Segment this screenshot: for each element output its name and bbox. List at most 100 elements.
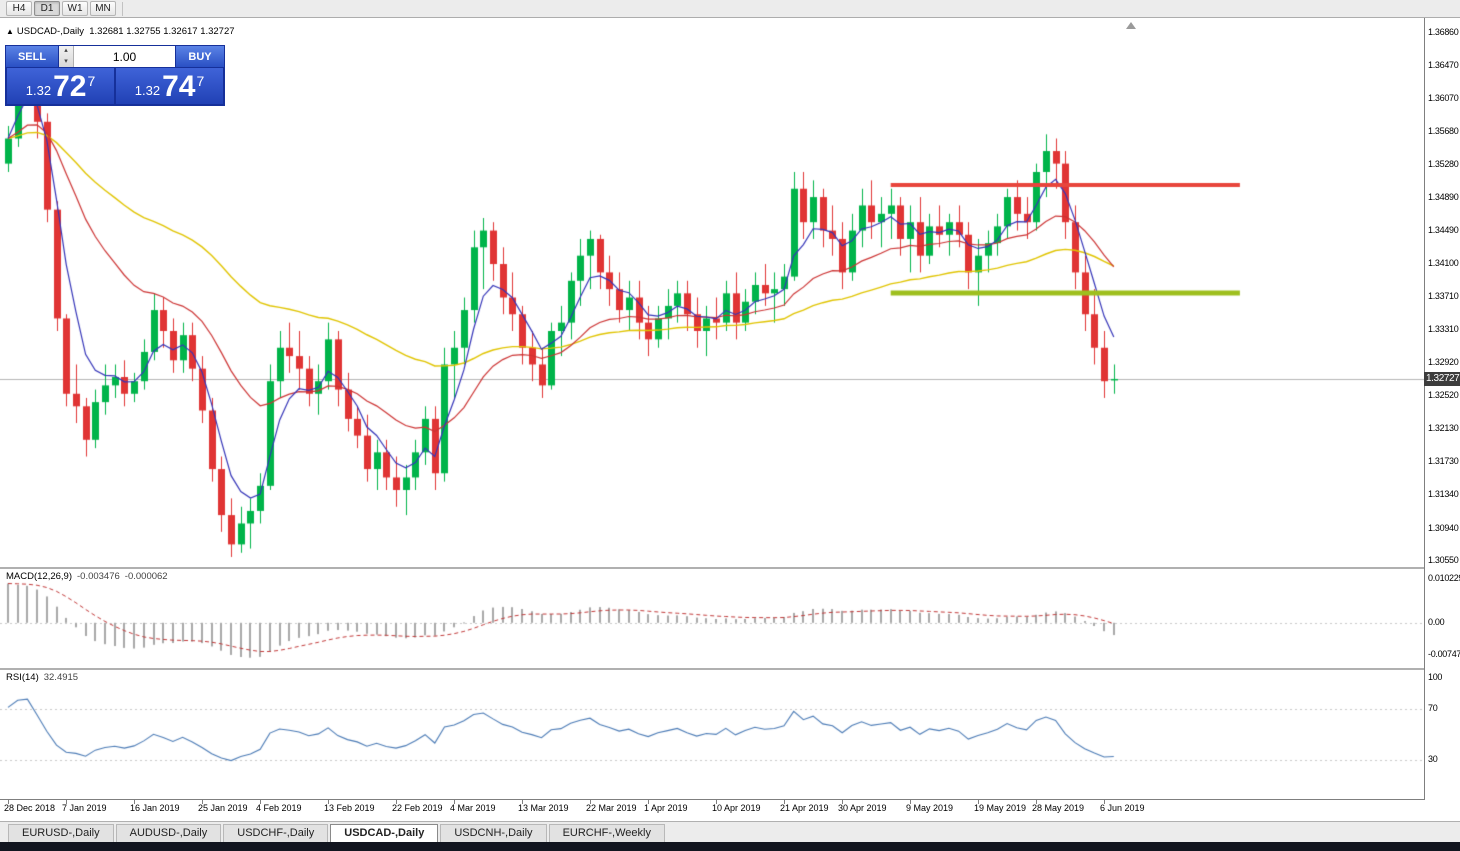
macd-name: MACD(12,26,9) bbox=[6, 571, 72, 582]
price-axis-label: 1.32920 bbox=[1428, 356, 1459, 367]
tab-audusd-daily[interactable]: AUDUSD-,Daily bbox=[115, 824, 222, 842]
buy-price-display[interactable]: 1.32 74 7 bbox=[116, 68, 223, 104]
price-axis-label: 1.36070 bbox=[1428, 93, 1459, 104]
date-axis-label: 13 Feb 2019 bbox=[324, 803, 375, 813]
price-axis-label: 1.35680 bbox=[1428, 125, 1459, 136]
date-axis-tick bbox=[784, 800, 785, 804]
date-axis-label: 21 Apr 2019 bbox=[780, 803, 829, 813]
price-axis[interactable]: 1.36860 1.36470 1.36070 1.35680 1.35280 1.348… bbox=[1424, 18, 1460, 800]
price-axis-label: 1.33710 bbox=[1428, 290, 1459, 301]
buy-price-point: 7 bbox=[196, 73, 205, 89]
timeframe-button-mn[interactable]: MN bbox=[90, 1, 116, 16]
timeframe-button-d1[interactable]: D1 bbox=[34, 1, 60, 16]
date-axis-label: 22 Mar 2019 bbox=[586, 803, 637, 813]
rsi-axis-label: 100 bbox=[1428, 672, 1443, 682]
volume-decrease-icon[interactable]: ▾ bbox=[64, 57, 68, 65]
date-axis-tick bbox=[134, 800, 135, 804]
date-axis-label: 1 Apr 2019 bbox=[644, 803, 688, 813]
price-axis-label: 1.30550 bbox=[1428, 555, 1459, 566]
date-axis-tick bbox=[648, 800, 649, 804]
price-axis-label: 1.35280 bbox=[1428, 159, 1459, 170]
date-axis-tick bbox=[396, 800, 397, 804]
date-axis-label: 16 Jan 2019 bbox=[130, 803, 180, 813]
date-axis[interactable]: 28 Dec 2018 7 Jan 2019 16 Jan 2019 25 Jan 2… bbox=[0, 800, 1460, 821]
macd-axis-label: 0.00 bbox=[1428, 616, 1445, 627]
date-axis-tick bbox=[842, 800, 843, 804]
date-axis-label: 4 Mar 2019 bbox=[450, 803, 496, 813]
chart-ohlc-values: 1.32681 1.32755 1.32617 1.32727 bbox=[89, 26, 235, 37]
timeframe-toolbar: H4 D1 W1 MN bbox=[0, 0, 1460, 18]
macd-axis-label: -0.00747 bbox=[1428, 648, 1460, 659]
date-axis-tick bbox=[260, 800, 261, 804]
sell-button[interactable]: SELL bbox=[6, 46, 59, 67]
macd-signal-value: -0.000062 bbox=[124, 571, 168, 582]
panel-splitter-macd[interactable] bbox=[0, 567, 1460, 569]
price-axis-label: 1.34100 bbox=[1428, 258, 1459, 269]
taskbar-strip bbox=[0, 842, 1460, 851]
tab-usdchf-daily[interactable]: USDCHF-,Daily bbox=[223, 824, 329, 842]
tab-usdcad-daily[interactable]: USDCAD-,Daily bbox=[330, 824, 439, 842]
tab-eurchf-weekly[interactable]: EURCHF-,Weekly bbox=[548, 824, 665, 842]
date-axis-label: 13 Mar 2019 bbox=[518, 803, 569, 813]
rsi-indicator-label: RSI(14) 32.4915 bbox=[6, 672, 78, 683]
date-axis-label: 30 Apr 2019 bbox=[838, 803, 887, 813]
date-axis-label: 7 Jan 2019 bbox=[62, 803, 107, 813]
buy-price-pips: 74 bbox=[162, 70, 196, 103]
macd-main-value: -0.003476 bbox=[77, 571, 120, 582]
date-axis-label: 28 May 2019 bbox=[1032, 803, 1085, 813]
price-axis-label: 1.36860 bbox=[1428, 27, 1459, 38]
volume-increase-icon[interactable]: ▴ bbox=[64, 47, 68, 54]
chart-symbol-period: USDCAD-,Daily bbox=[16, 26, 84, 37]
price-axis-label: 1.32130 bbox=[1428, 422, 1459, 433]
date-axis-label: 25 Jan 2019 bbox=[198, 803, 248, 813]
rsi-axis-label: 30 bbox=[1428, 754, 1438, 765]
tab-usdcnh-daily[interactable]: USDCNH-,Daily bbox=[440, 824, 547, 842]
price-axis-label: 1.36470 bbox=[1428, 59, 1459, 70]
timeframe-button-w1[interactable]: W1 bbox=[62, 1, 88, 16]
panel-splitter-rsi[interactable] bbox=[0, 668, 1460, 670]
macd-indicator-label: MACD(12,26,9) -0.003476 -0.000062 bbox=[6, 571, 168, 582]
chart-title: ▲ USDCAD-,Daily 1.32681 1.32755 1.32617 1… bbox=[6, 26, 235, 37]
date-axis-label: 22 Feb 2019 bbox=[392, 803, 443, 813]
chart-area[interactable] bbox=[0, 18, 1424, 567]
current-price-badge: 1.32727 bbox=[1424, 372, 1460, 386]
date-axis-label: 4 Feb 2019 bbox=[256, 803, 302, 813]
tab-eurusd-daily[interactable]: EURUSD-,Daily bbox=[8, 824, 114, 842]
volume-input[interactable] bbox=[74, 46, 175, 67]
date-axis-label: 28 Dec 2018 bbox=[4, 803, 56, 813]
price-axis-label: 1.33310 bbox=[1428, 324, 1459, 335]
buy-button[interactable]: BUY bbox=[175, 46, 224, 67]
date-axis-tick bbox=[454, 800, 455, 804]
sell-price-display[interactable]: 1.32 72 7 bbox=[7, 68, 114, 104]
buy-price-prefix: 1.32 bbox=[134, 83, 161, 98]
price-axis-label: 1.31730 bbox=[1428, 456, 1459, 467]
rsi-panel-canvas[interactable] bbox=[0, 670, 1424, 799]
rsi-value: 32.4915 bbox=[43, 672, 79, 683]
date-axis-label: 9 May 2019 bbox=[906, 803, 954, 813]
date-axis-tick bbox=[978, 800, 979, 804]
symbol-marker-icon: ▲ bbox=[6, 27, 14, 36]
date-axis-label: 10 Apr 2019 bbox=[712, 803, 761, 813]
panel-border bbox=[0, 799, 1460, 800]
date-axis-tick bbox=[590, 800, 591, 804]
macd-axis-label: 0.010229 bbox=[1428, 572, 1460, 583]
price-axis-label: 1.31340 bbox=[1428, 489, 1459, 500]
rsi-axis-label: 70 bbox=[1428, 702, 1438, 713]
volume-control: ▴ ▾ bbox=[59, 46, 175, 67]
sell-price-point: 7 bbox=[87, 73, 96, 89]
macd-panel-canvas[interactable] bbox=[0, 569, 1424, 668]
chart-shift-marker-icon[interactable] bbox=[1126, 22, 1136, 29]
date-axis-tick bbox=[1104, 800, 1105, 804]
price-axis-label: 1.34490 bbox=[1428, 225, 1459, 236]
date-axis-tick bbox=[202, 800, 203, 804]
price-axis-label: 1.30940 bbox=[1428, 522, 1459, 533]
timeframe-button-h4[interactable]: H4 bbox=[6, 1, 32, 16]
date-axis-label: 6 Jun 2019 bbox=[1100, 803, 1145, 813]
toolbar-separator bbox=[122, 1, 123, 16]
date-axis-tick bbox=[8, 800, 9, 804]
chart-tab-bar: EURUSD-,Daily AUDUSD-,Daily USDCHF-,Daily U… bbox=[0, 821, 1460, 842]
volume-stepper[interactable]: ▴ ▾ bbox=[59, 46, 74, 67]
price-axis-label: 1.34890 bbox=[1428, 191, 1459, 202]
